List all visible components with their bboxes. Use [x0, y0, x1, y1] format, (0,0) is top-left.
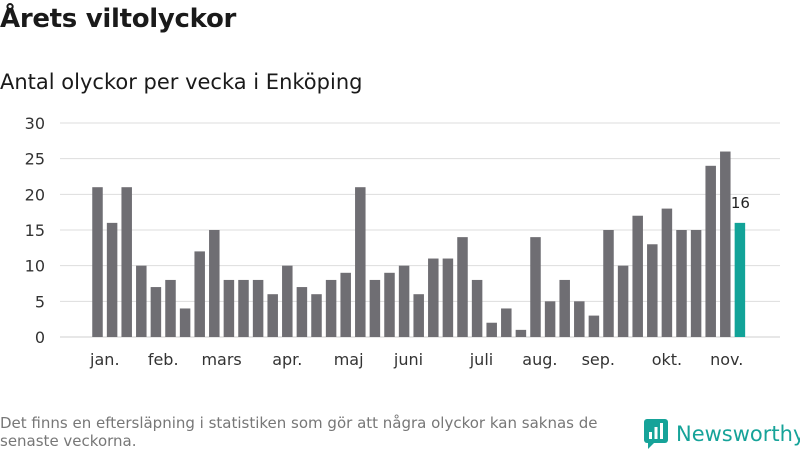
bar — [384, 272, 395, 337]
bar — [413, 294, 424, 337]
bar — [617, 265, 629, 337]
bar-chart: 0 5 10 15 20 25 30 16 jan. feb. mars apr. maj juni jul… — [25, 114, 780, 369]
y-tick-label: 30 — [25, 114, 45, 133]
x-tick-label: jan. — [89, 350, 119, 369]
y-tick-label: 5 — [35, 292, 45, 311]
bar — [544, 301, 556, 337]
bar — [136, 265, 147, 337]
bar — [632, 215, 643, 337]
chart-title: Årets viltolyckor — [0, 4, 237, 34]
bar — [705, 165, 716, 337]
bar — [661, 208, 673, 337]
bar — [209, 230, 220, 337]
bar — [165, 279, 176, 337]
bar — [238, 279, 249, 337]
brand: Newsworthy — [644, 418, 800, 450]
y-tick-label: 20 — [25, 185, 45, 204]
x-tick-label: nov. — [710, 350, 743, 369]
bar — [574, 301, 585, 337]
bar — [106, 222, 118, 337]
x-tick-label: apr. — [272, 350, 302, 369]
chart-subtitle: Antal olyckor per vecka i Enköping — [0, 70, 363, 94]
bar — [398, 265, 410, 337]
bar — [486, 322, 497, 337]
y-tick-label: 10 — [25, 257, 45, 276]
bar — [588, 315, 600, 337]
bar — [252, 279, 264, 337]
y-tick-label: 0 — [35, 328, 45, 347]
x-tick-label: sep. — [582, 350, 615, 369]
bar — [501, 308, 512, 337]
bar — [194, 251, 205, 337]
bar — [720, 151, 731, 337]
bar — [442, 258, 454, 337]
bar — [121, 187, 132, 337]
x-tick-label: juni — [393, 350, 423, 369]
x-tick-label: feb. — [148, 350, 179, 369]
bar — [690, 230, 702, 337]
bar — [296, 287, 308, 337]
bar — [355, 187, 366, 337]
bar — [325, 279, 337, 337]
bar — [647, 244, 658, 337]
bar — [369, 279, 381, 337]
bar — [471, 279, 483, 337]
bar — [515, 329, 527, 337]
bar — [150, 287, 162, 337]
y-tick-label: 15 — [25, 221, 45, 240]
bar — [428, 258, 439, 337]
x-tick-label: juli — [469, 350, 493, 369]
bar — [223, 279, 235, 337]
brand-name: Newsworthy — [676, 422, 800, 446]
bar — [311, 294, 322, 337]
footnote: Det finns en eftersläpning i statistiken… — [0, 414, 598, 450]
bar — [603, 230, 614, 337]
bar — [457, 237, 468, 337]
y-tick-label: 25 — [25, 150, 45, 169]
x-tick-label: mars — [201, 350, 241, 369]
bar — [340, 272, 351, 337]
bar — [282, 265, 293, 337]
bar-chart-logo-icon — [644, 419, 668, 449]
x-tick-label: okt. — [652, 350, 682, 369]
bar — [676, 230, 687, 337]
bar — [559, 279, 570, 337]
bar — [92, 187, 103, 337]
x-tick-label: aug. — [522, 350, 557, 369]
data-label: 16 — [731, 194, 750, 212]
bar-highlight — [734, 222, 746, 337]
bar — [179, 308, 191, 337]
bar — [530, 237, 541, 337]
bar — [267, 294, 278, 337]
x-tick-label: maj — [334, 350, 364, 369]
